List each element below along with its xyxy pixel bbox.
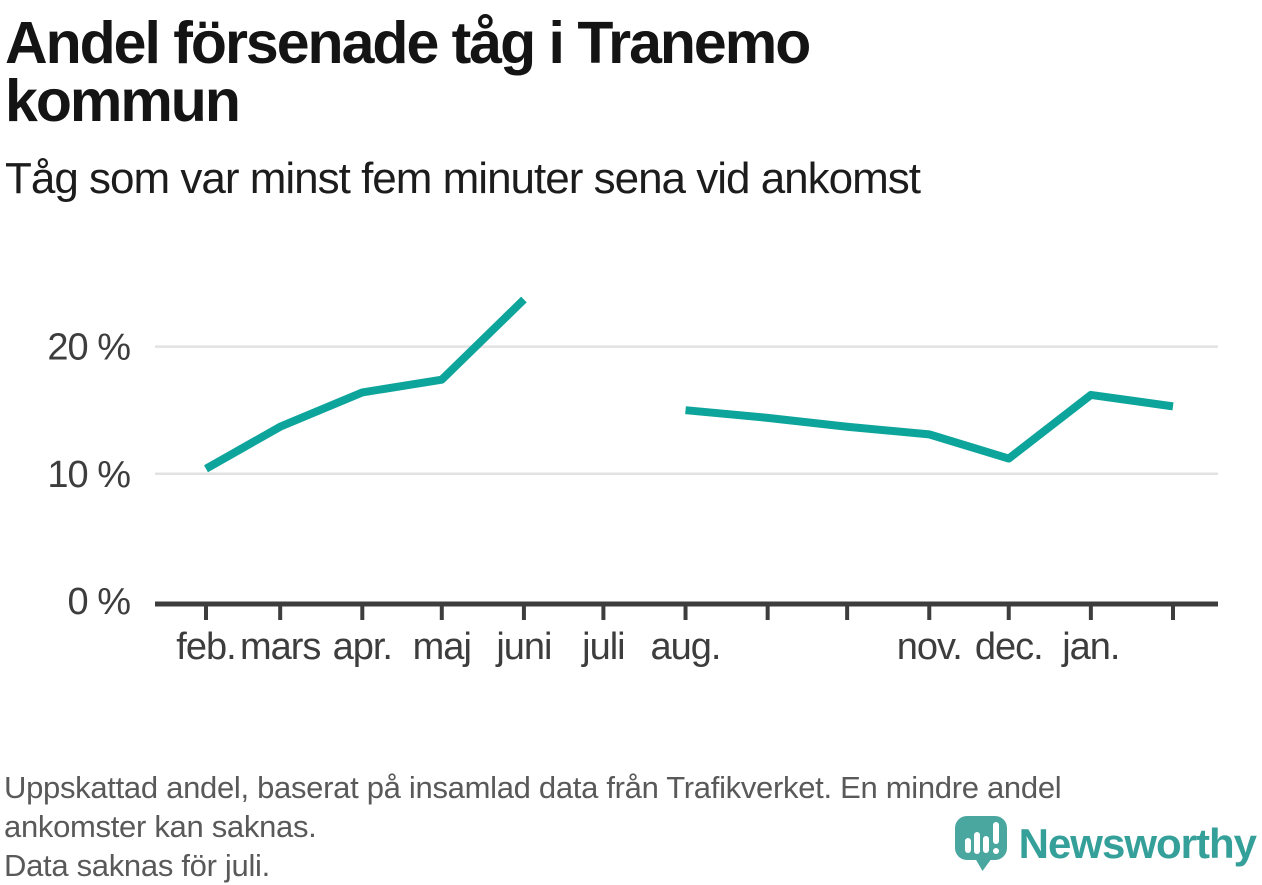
footer-note-line: ankomster kan saknas. [4,809,317,844]
svg-text:mars: mars [240,626,320,668]
newsworthy-wordmark: Newsworthy [1018,820,1257,867]
line-chart: 0 % 10 % 20 % feb. mars apr. maj juni juli aug. no… [47,296,1218,668]
x-tick-labels: feb. mars apr. maj juni juli aug. nov. dec. jan. [176,626,1120,668]
svg-text:10 %: 10 % [47,454,130,496]
svg-text:0 %: 0 % [68,581,131,623]
newsworthy-badge-icon [954,816,1007,871]
svg-text:dec.: dec. [975,626,1043,668]
y-axis-labels: 0 % 10 % 20 % [47,327,131,623]
footer-note-line: Uppskattad andel, baserat på insamlad da… [4,770,1062,805]
svg-text:juni: juni [495,626,551,668]
y-gridlines [155,345,1218,476]
svg-text:juli: juli [581,626,624,668]
x-axis [155,601,1218,620]
page-title-line2: kommun [5,68,241,134]
page-title-line1: Andel försenade tåg i Tranemo [5,10,811,76]
svg-text:nov.: nov. [897,626,962,668]
footer-note-line: Data saknas för juli. [4,848,270,883]
chart-header: Andel försenade tåg i Tranemo kommun Tåg… [5,14,1257,204]
svg-text:aug.: aug. [651,626,721,668]
chart-subtitle: Tåg som var minst fem minuter sena vid a… [5,154,921,203]
data-line [204,296,1174,473]
svg-text:maj: maj [413,626,471,668]
svg-text:apr.: apr. [333,626,392,668]
page-title: Andel försenade tåg i Tranemo kommun [5,10,1257,134]
svg-text:jan.: jan. [1061,626,1119,668]
svg-text:feb.: feb. [176,626,235,668]
svg-text:20 %: 20 % [47,327,130,369]
newsworthy-logo: Newsworthy [954,816,1257,872]
footer-notes: Uppskattad andel, baserat på insamlad da… [4,768,1258,885]
